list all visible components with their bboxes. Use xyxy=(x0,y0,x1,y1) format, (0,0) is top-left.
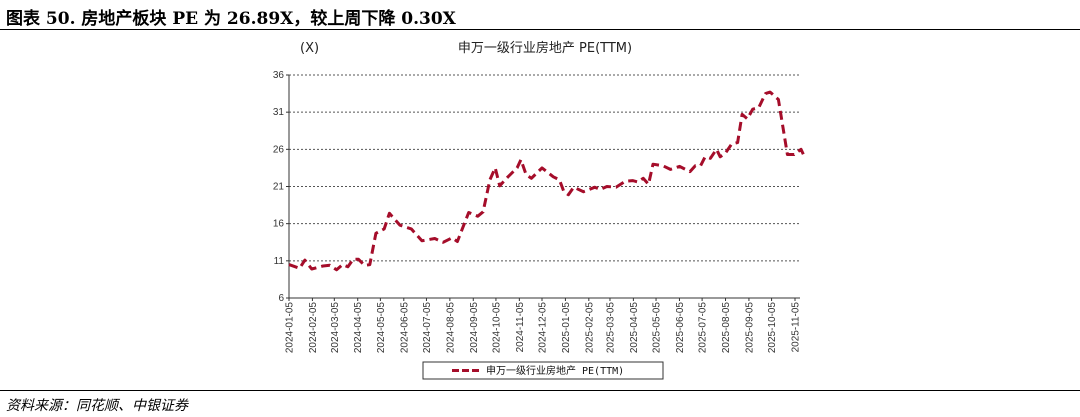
x-tick-label: 2025-03-05 xyxy=(605,302,616,354)
x-tick-label: 2025-10-05 xyxy=(767,302,778,354)
x-tick-label: 2024-03-05 xyxy=(330,302,341,354)
x-tick-label: 2025-07-05 xyxy=(698,302,709,354)
x-tick-label: 2024-07-05 xyxy=(422,302,433,354)
x-tick-label: 2024-05-05 xyxy=(376,302,387,354)
x-tick-label: 2024-04-05 xyxy=(353,302,364,354)
y-tick-label: 11 xyxy=(274,256,285,267)
chart-title: 申万一级行业房地产 PE(TTM) xyxy=(458,40,632,56)
y-tick-label: 26 xyxy=(273,144,285,155)
series-line xyxy=(288,90,806,272)
y-tick-label: 6 xyxy=(278,293,284,304)
x-tick-label: 2024-02-05 xyxy=(308,302,319,354)
x-tick-label: 2025-02-05 xyxy=(584,302,595,354)
x-tick-label: 2024-09-05 xyxy=(469,302,480,354)
y-unit-label: (X) xyxy=(300,41,319,56)
title-rule xyxy=(0,29,1080,30)
y-tick-label: 21 xyxy=(273,182,285,193)
legend: 申万一级行业房地产 PE(TTM) xyxy=(422,361,664,380)
x-tick-label: 2025-08-05 xyxy=(721,302,732,354)
x-tick-label: 2024-08-05 xyxy=(445,302,456,354)
figure-title: 图表 50. 房地产板块 PE 为 26.89X，较上周下降 0.30X xyxy=(6,9,456,29)
y-tick-label: 36 xyxy=(273,70,285,81)
x-tick-label: 2024-11-05 xyxy=(515,302,526,353)
legend-label: 申万一级行业房地产 PE(TTM) xyxy=(486,364,624,377)
x-tick-label: 2025-11-05 xyxy=(791,302,802,353)
source-rule xyxy=(0,390,1080,391)
x-tick-label: 2025-01-05 xyxy=(561,302,572,354)
y-tick-label: 31 xyxy=(273,107,285,118)
legend-box xyxy=(422,361,664,380)
y-tick-label: 16 xyxy=(273,219,285,230)
x-tick-label: 2024-12-05 xyxy=(538,302,549,354)
source-note: 资料来源：同花顺、中银证券 xyxy=(6,398,188,414)
x-tick-label: 2025-06-05 xyxy=(675,302,686,354)
x-tick-label: 2024-01-05 xyxy=(285,302,296,354)
x-tick-label: 2025-05-05 xyxy=(652,302,663,354)
x-tick-label: 2024-10-05 xyxy=(491,302,502,354)
x-tick-label: 2024-06-05 xyxy=(399,302,410,354)
x-tick-label: 2025-09-05 xyxy=(744,302,755,354)
x-tick-label: 2025-04-05 xyxy=(629,302,640,354)
